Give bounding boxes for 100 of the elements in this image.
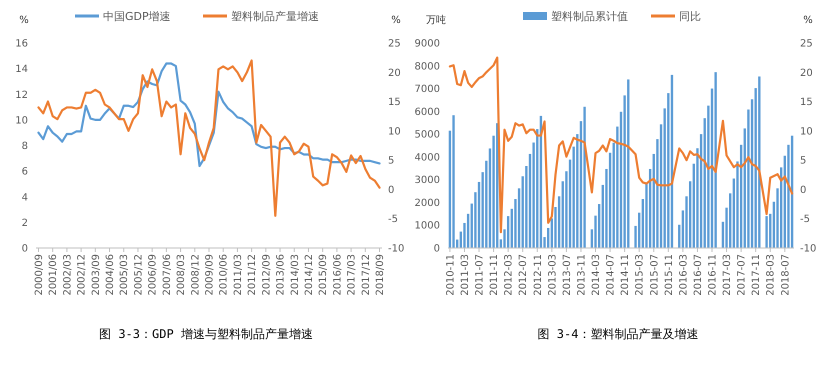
- x-tick-label: 2013-03: [547, 254, 558, 296]
- x-tick-label: 2010-11: [445, 254, 456, 296]
- x-tick-label: 2013-07: [562, 254, 573, 296]
- y2-tick-label: 10: [388, 126, 401, 138]
- legend-label: 同比: [679, 10, 701, 23]
- x-tick-label: 2018-07: [780, 254, 792, 296]
- y-tick-label: 0: [22, 244, 28, 254]
- y2-tick-label: 25: [388, 38, 401, 50]
- x-tick-label: 2018/09: [375, 254, 386, 296]
- x-tick-label: 2004/06: [105, 254, 116, 296]
- y-tick-label: 16: [15, 38, 28, 50]
- y-tick-label: 8000: [414, 61, 440, 72]
- x-tick-label: 2014-03: [591, 254, 602, 296]
- y2-tick-label: -5: [800, 214, 810, 226]
- y-tick-label: 4000: [414, 152, 440, 164]
- x-tick-label: 2017/03: [346, 254, 358, 296]
- y-axis-title: 万吨: [426, 14, 446, 26]
- y2-tick-label: -10: [800, 244, 816, 254]
- x-tick-label: 2017-11: [751, 254, 762, 296]
- y2-tick-label: 20: [388, 68, 401, 79]
- y2-axis-title: %: [391, 15, 401, 26]
- bar: [714, 72, 717, 248]
- x-tick-label: 2013-11: [576, 254, 588, 296]
- x-tick-label: 2015-03: [634, 254, 646, 296]
- x-tick-label: 2011-11: [489, 254, 500, 296]
- line-series: [448, 56, 794, 234]
- y2-tick-label: 20: [800, 68, 813, 79]
- bar: [758, 76, 761, 248]
- y2-tick-label: 5: [800, 156, 806, 167]
- bar: [540, 116, 542, 248]
- y-tick-label: 5000: [414, 130, 440, 141]
- x-tick-label: 2012-11: [532, 254, 544, 296]
- y-tick-label: 6000: [414, 106, 440, 118]
- x-tick-label: 2016/06: [332, 254, 344, 296]
- x-tick-label: 2002/03: [62, 254, 74, 296]
- x-tick-label: 2016-07: [692, 254, 704, 296]
- x-tick-label: 2008/03: [176, 254, 188, 296]
- y-tick-label: 4: [22, 192, 28, 204]
- y-tick-label: 12: [15, 90, 28, 101]
- x-tick-label: 2002/12: [76, 254, 88, 296]
- x-tick-label: 2012-07: [518, 254, 530, 296]
- x-tick-label: 2016-11: [708, 254, 719, 296]
- bar: [790, 136, 794, 248]
- y2-axis-title: %: [803, 15, 813, 26]
- bar: [765, 216, 768, 248]
- x-tick-label: 2017-07: [736, 254, 748, 296]
- x-tick-label: 2012/09: [261, 254, 272, 296]
- x-tick-label: 2005/03: [119, 254, 130, 296]
- x-tick-label: 2018-03: [766, 254, 777, 296]
- y2-tick-label: 5: [388, 156, 394, 167]
- x-tick-label: 2014/12: [304, 254, 315, 296]
- y-tick-label: 10: [15, 115, 28, 126]
- x-tick-label: 2001/06: [48, 254, 60, 296]
- y-tick-label: 14: [15, 64, 28, 76]
- x-tick-label: 2012-03: [504, 254, 515, 296]
- x-tick-label: 2003/09: [90, 254, 102, 296]
- x-tick-label: 2009/09: [204, 254, 216, 296]
- bar: [496, 123, 498, 248]
- y2-tick-label: -5: [388, 214, 398, 226]
- text: 图 3-4：塑料制品产量及增速: [538, 327, 698, 341]
- y-tick-label: 1000: [414, 220, 440, 232]
- x-tick-label: 2008/12: [190, 254, 202, 296]
- y2-tick-label: -10: [388, 244, 404, 254]
- x-tick-label: 2014-11: [620, 254, 632, 296]
- y-axis-title: %: [19, 15, 29, 26]
- y2-tick-label: 25: [800, 38, 813, 50]
- y-tick-label: 9000: [414, 38, 440, 50]
- y2-tick-label: 15: [388, 97, 401, 108]
- y-tick-label: 7000: [414, 84, 440, 96]
- x-tick-label: 2017-03: [722, 254, 734, 296]
- x-tick-label: 2011/03: [232, 254, 244, 296]
- x-tick-label: 2016-03: [678, 254, 690, 296]
- legend-label: 塑料制品累计值: [551, 10, 628, 23]
- x-tick-label: 2013/06: [276, 254, 287, 296]
- x-tick-label: 2005/12: [133, 254, 144, 296]
- x-tick-label: 2011-03: [460, 254, 471, 296]
- y-tick-label: 6: [22, 166, 28, 178]
- x-tick-label: 2015-11: [664, 254, 675, 296]
- y-tick-label: 0: [434, 244, 440, 254]
- y-tick-label: 2: [22, 218, 28, 229]
- x-tick-label: 2014-07: [606, 254, 617, 296]
- y2-tick-label: 10: [800, 126, 813, 138]
- x-tick-label: 2017/12: [360, 254, 372, 296]
- legend-label: 塑料制品产量增速: [231, 10, 319, 23]
- x-tick-label: 2007/06: [162, 254, 173, 296]
- x-tick-label: 2014/03: [290, 254, 301, 296]
- x-tick-label: 2015-07: [649, 254, 660, 296]
- bar: [627, 79, 630, 248]
- x-tick-label: 2011-07: [474, 254, 486, 296]
- y-tick-label: 3000: [414, 175, 440, 186]
- x-tick-label: 2000/09: [34, 254, 45, 296]
- y2-tick-label: 15: [800, 97, 813, 108]
- legend-label: 中国GDP增速: [103, 10, 171, 23]
- bar: [583, 106, 586, 248]
- y2-tick-label: 0: [800, 184, 806, 196]
- x-tick-label: 2006/09: [148, 254, 159, 296]
- y2-tick-label: 0: [388, 184, 394, 196]
- line-series: [37, 62, 381, 168]
- x-tick-label: 2015/09: [318, 254, 330, 296]
- y-tick-label: 2000: [414, 198, 440, 209]
